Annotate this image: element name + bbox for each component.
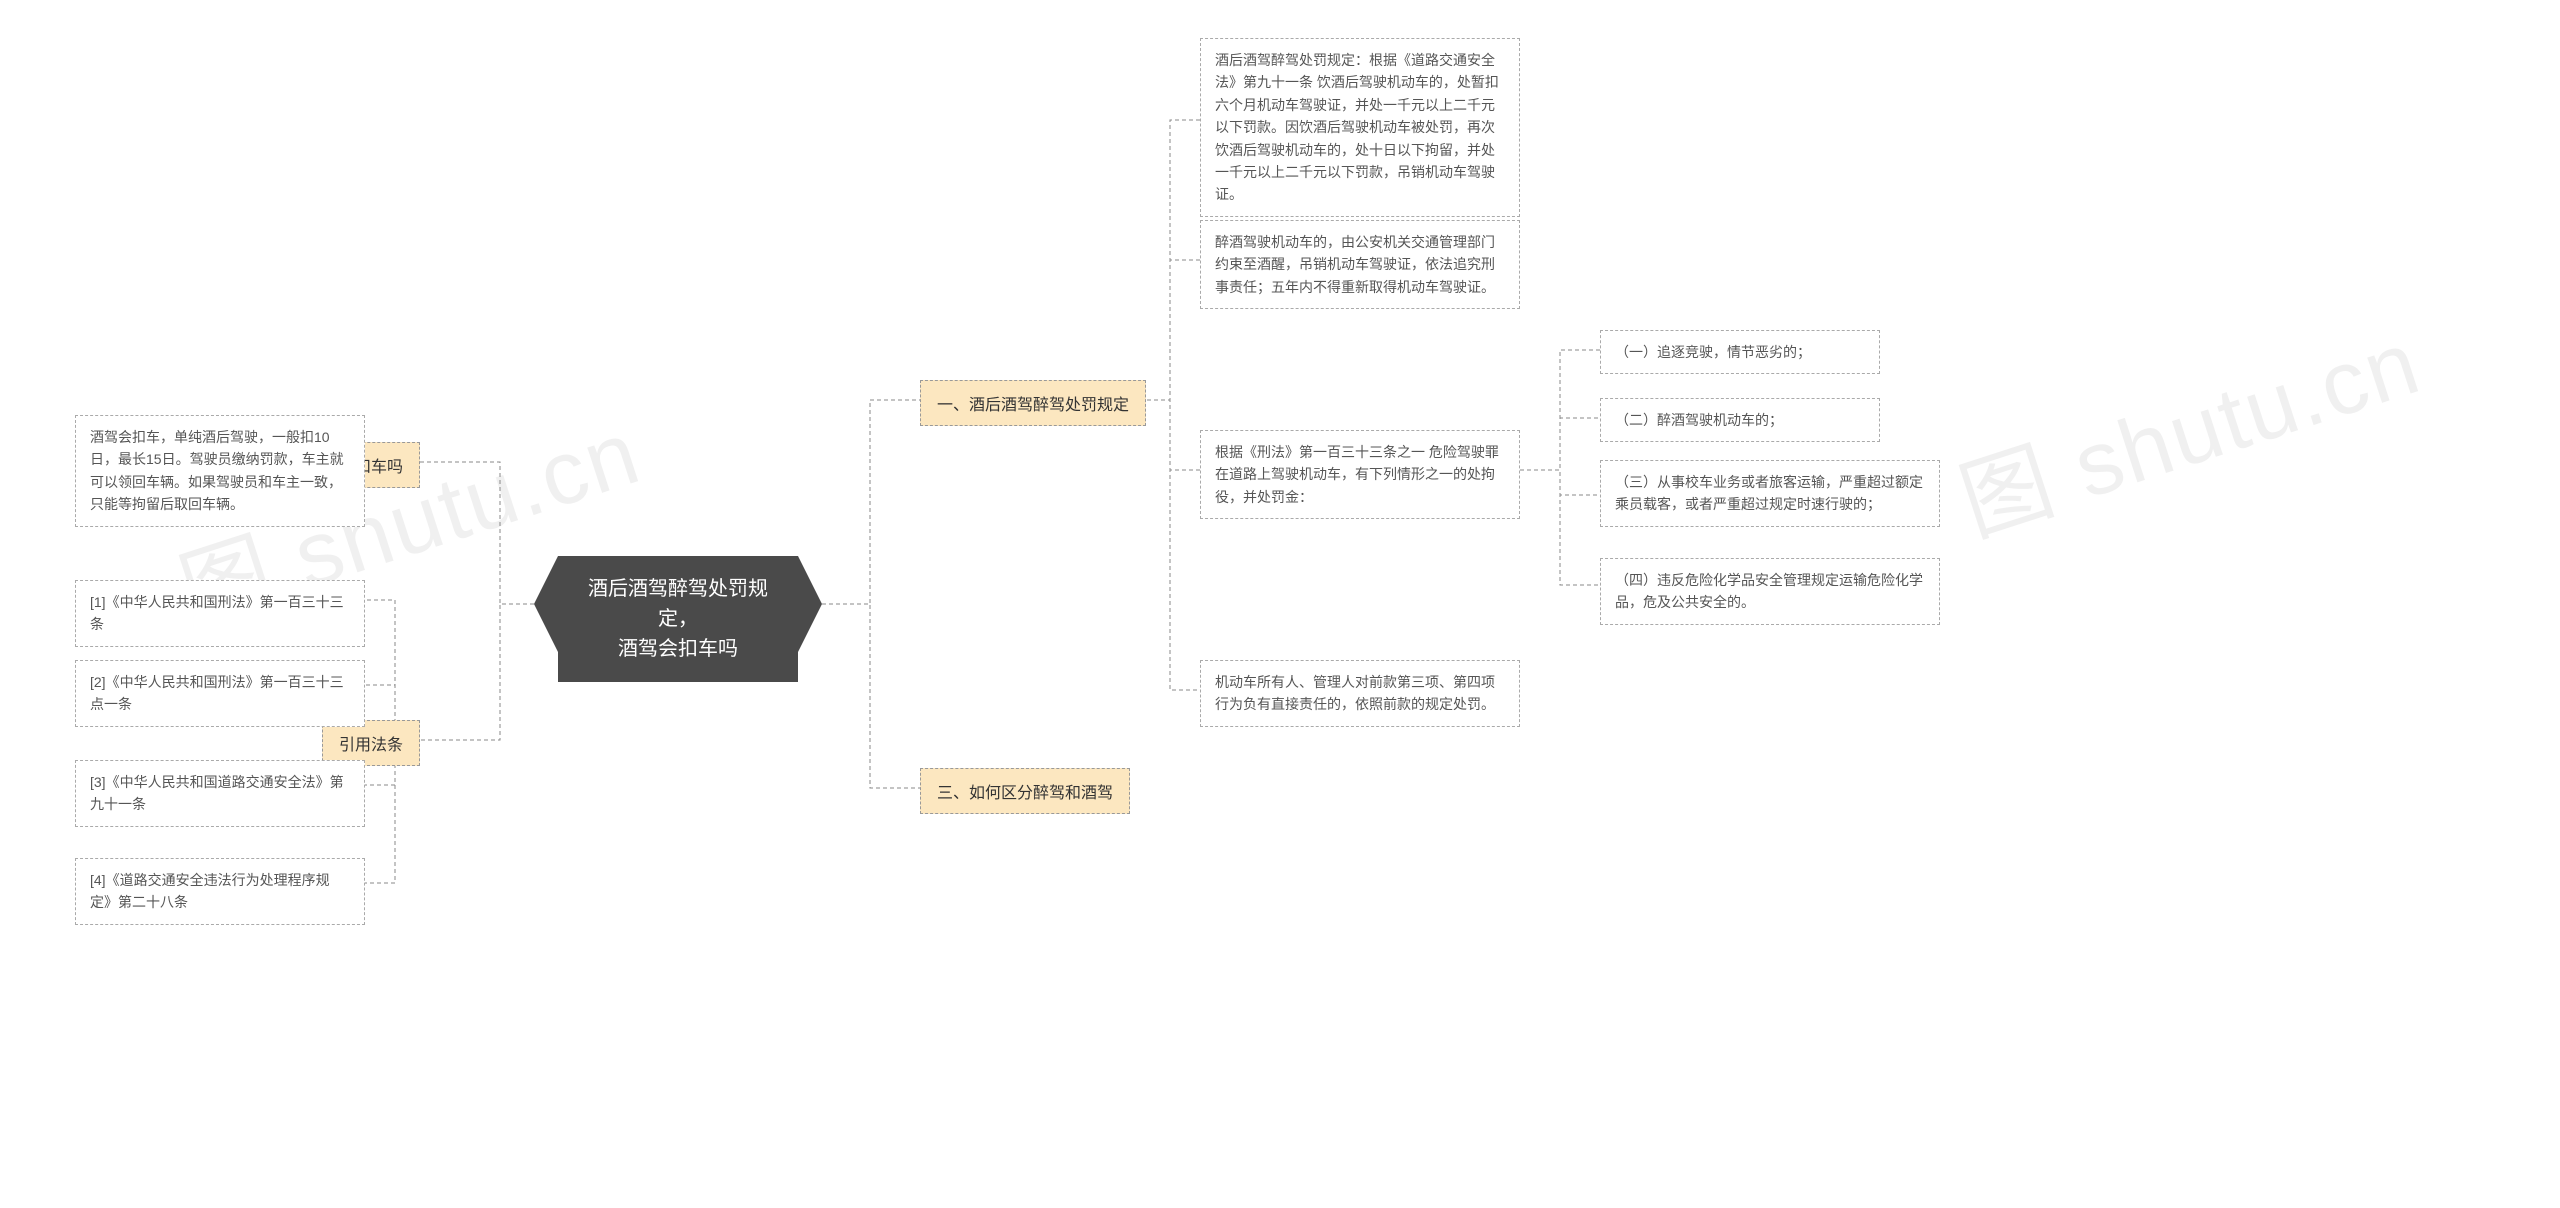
root-text-line1: 酒后酒驾醉驾处罚规定， [588, 578, 768, 630]
leaf-b1-4: 机动车所有人、管理人对前款第三项、第四项行为负有直接责任的，依照前款的规定处罚。 [1200, 660, 1520, 727]
root-node: 酒后酒驾醉驾处罚规定， 酒驾会扣车吗 [558, 556, 798, 682]
branch-section3: 三、如何区分醉驾和酒驾 [920, 768, 1130, 814]
leaf-b1-3-3: （三）从事校车业务或者旅客运输，严重超过额定乘员载客，或者严重超过规定时速行驶的… [1600, 460, 1940, 527]
leaf-b4-2: [2]《中华人民共和国刑法》第一百三十三点一条 [75, 660, 365, 727]
leaf-b1-1: 酒后酒驾醉驾处罚规定：根据《道路交通安全法》第九十一条 饮酒后驾驶机动车的，处暂… [1200, 38, 1520, 217]
leaf-b1-3-1: （一）追逐竞驶，情节恶劣的； [1600, 330, 1880, 374]
root-text-line2: 酒驾会扣车吗 [618, 638, 738, 660]
leaf-b1-2: 醉酒驾驶机动车的，由公安机关交通管理部门约束至酒醒，吊销机动车驾驶证，依法追究刑… [1200, 220, 1520, 309]
leaf-b4-1: [1]《中华人民共和国刑法》第一百三十三条 [75, 580, 365, 647]
leaf-b1-3: 根据《刑法》第一百三十三条之一 危险驾驶罪 在道路上驾驶机动车，有下列情形之一的… [1200, 430, 1520, 519]
watermark: 图 shutu.cn [1942, 290, 2434, 560]
leaf-b2-1: 酒驾会扣车，单纯酒后驾驶，一般扣10日，最长15日。驾驶员缴纳罚款，车主就可以领… [75, 415, 365, 527]
branch-section1: 一、酒后酒驾醉驾处罚规定 [920, 380, 1146, 426]
leaf-b4-4: [4]《道路交通安全违法行为处理程序规定》第二十八条 [75, 858, 365, 925]
leaf-b1-3-4: （四）违反危险化学品安全管理规定运输危险化学品，危及公共安全的。 [1600, 558, 1940, 625]
leaf-b4-3: [3]《中华人民共和国道路交通安全法》第九十一条 [75, 760, 365, 827]
leaf-b1-3-2: （二）醉酒驾驶机动车的； [1600, 398, 1880, 442]
